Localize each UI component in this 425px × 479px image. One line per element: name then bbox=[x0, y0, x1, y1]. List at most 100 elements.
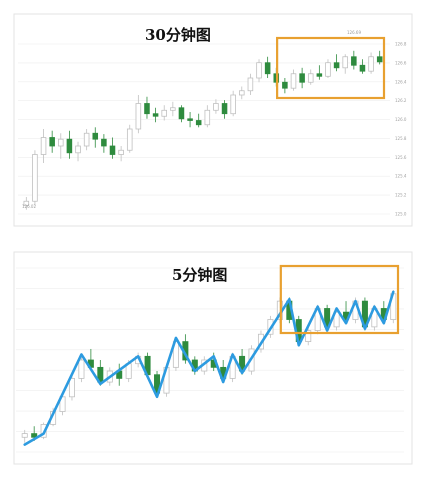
candle-body bbox=[230, 94, 236, 115]
y-tick-label: 125.4 bbox=[395, 174, 407, 179]
candle bbox=[21, 429, 28, 443]
candle-body bbox=[187, 118, 193, 121]
candle-body bbox=[325, 62, 331, 77]
candle bbox=[58, 133, 64, 159]
candle-body bbox=[144, 103, 150, 115]
candle-body bbox=[368, 56, 374, 72]
candle-body bbox=[204, 109, 211, 126]
y-tick-label: 126.6 bbox=[395, 60, 407, 65]
candle bbox=[230, 90, 236, 117]
candle-body bbox=[68, 377, 75, 398]
candle-body bbox=[126, 128, 133, 151]
candle-body bbox=[75, 145, 81, 154]
candle bbox=[299, 67, 305, 89]
candle bbox=[23, 197, 30, 210]
y-tick-label: 125.6 bbox=[395, 155, 407, 160]
candle-body bbox=[213, 103, 219, 111]
candle bbox=[325, 59, 331, 78]
candle bbox=[307, 69, 314, 85]
candle-body bbox=[31, 433, 38, 438]
candle-body bbox=[83, 132, 90, 147]
candle-body bbox=[32, 154, 38, 202]
candle-body bbox=[66, 138, 73, 154]
candle-body bbox=[351, 56, 357, 66]
panel-30min-label: 30分钟图 bbox=[145, 26, 211, 44]
candle-body bbox=[152, 113, 159, 117]
candle-body bbox=[92, 132, 99, 140]
candle bbox=[170, 101, 176, 117]
candle-body bbox=[299, 73, 305, 83]
candle bbox=[316, 65, 323, 80]
candle bbox=[187, 112, 193, 128]
candle bbox=[195, 113, 202, 128]
panel-30min-last-price: 126.69 bbox=[347, 30, 361, 35]
candle-body bbox=[49, 137, 55, 147]
candle bbox=[247, 73, 254, 95]
candle-body bbox=[247, 77, 254, 92]
panel-5min-label: 5分钟图 bbox=[172, 266, 227, 284]
candle bbox=[49, 130, 55, 153]
panel-5min-grid bbox=[16, 267, 404, 453]
candle-body bbox=[282, 81, 288, 89]
candle-body bbox=[290, 73, 297, 89]
candle bbox=[333, 308, 340, 331]
candle-body bbox=[221, 103, 228, 115]
candle bbox=[239, 86, 245, 100]
candle bbox=[135, 95, 142, 134]
candle bbox=[290, 69, 297, 91]
candle bbox=[161, 105, 167, 121]
y-tick-label: 126.0 bbox=[395, 117, 407, 122]
candle-body bbox=[316, 73, 323, 77]
candle-body bbox=[21, 433, 28, 438]
candle bbox=[144, 96, 150, 119]
y-tick-label: 125.2 bbox=[395, 193, 407, 198]
candle-body bbox=[376, 56, 383, 63]
candle-body bbox=[135, 103, 142, 130]
y-tick-label: 126.2 bbox=[395, 98, 407, 103]
panel-30min-frame bbox=[13, 13, 413, 227]
candle bbox=[78, 356, 85, 383]
candle bbox=[368, 52, 374, 74]
candle-body bbox=[264, 62, 271, 75]
candle bbox=[66, 130, 73, 159]
candle-body bbox=[307, 73, 314, 83]
candle bbox=[83, 129, 90, 151]
candle-body bbox=[178, 107, 185, 120]
candle-body bbox=[58, 138, 64, 147]
candle-body bbox=[359, 64, 366, 72]
candle bbox=[109, 137, 116, 159]
candle bbox=[40, 129, 47, 163]
panel-30min-first-price: 126.02 bbox=[22, 204, 36, 209]
candle-body bbox=[333, 62, 340, 69]
candle bbox=[92, 127, 99, 148]
candle-body bbox=[40, 137, 47, 155]
y-tick-label: 125.0 bbox=[395, 212, 407, 217]
candle bbox=[351, 50, 357, 70]
zigzag-line bbox=[23, 290, 395, 446]
candle bbox=[342, 54, 348, 74]
panel-5min: 5分钟图 bbox=[13, 251, 413, 465]
candle bbox=[333, 54, 340, 72]
candle bbox=[256, 59, 262, 83]
candle bbox=[32, 150, 38, 206]
candle-body bbox=[23, 200, 30, 206]
candle-body bbox=[256, 62, 262, 79]
y-tick-label: 126.8 bbox=[395, 42, 407, 47]
candle bbox=[126, 124, 133, 153]
candle bbox=[376, 50, 383, 65]
candle-body bbox=[305, 330, 312, 342]
candle bbox=[178, 105, 185, 123]
candle-body bbox=[109, 145, 116, 155]
candle-body bbox=[161, 109, 167, 117]
panel-5min-zigzag bbox=[23, 290, 395, 446]
candle bbox=[75, 141, 81, 162]
candle-body bbox=[78, 359, 85, 379]
candle bbox=[305, 326, 312, 346]
panel-30min-y-axis: 126.8 126.6 126.4 126.2 126.0 125.8 125.6 125.4… bbox=[395, 42, 407, 217]
panel-5min-highlight bbox=[279, 264, 400, 335]
candle-body bbox=[170, 107, 176, 111]
candle bbox=[213, 99, 219, 114]
candle bbox=[204, 105, 211, 128]
y-tick-label: 125.8 bbox=[395, 136, 407, 141]
